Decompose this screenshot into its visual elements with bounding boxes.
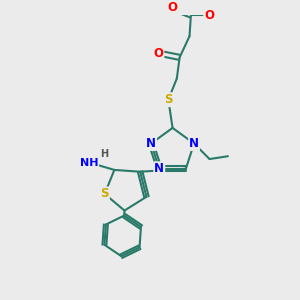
Text: N: N (154, 162, 164, 175)
Text: O: O (154, 46, 164, 60)
Text: S: S (100, 188, 109, 200)
Text: O: O (204, 9, 214, 22)
Text: S: S (164, 93, 172, 106)
Text: N: N (146, 137, 156, 150)
Text: N: N (189, 137, 199, 150)
Text: H: H (100, 149, 109, 159)
Text: O: O (168, 2, 178, 14)
Text: NH: NH (80, 158, 98, 168)
